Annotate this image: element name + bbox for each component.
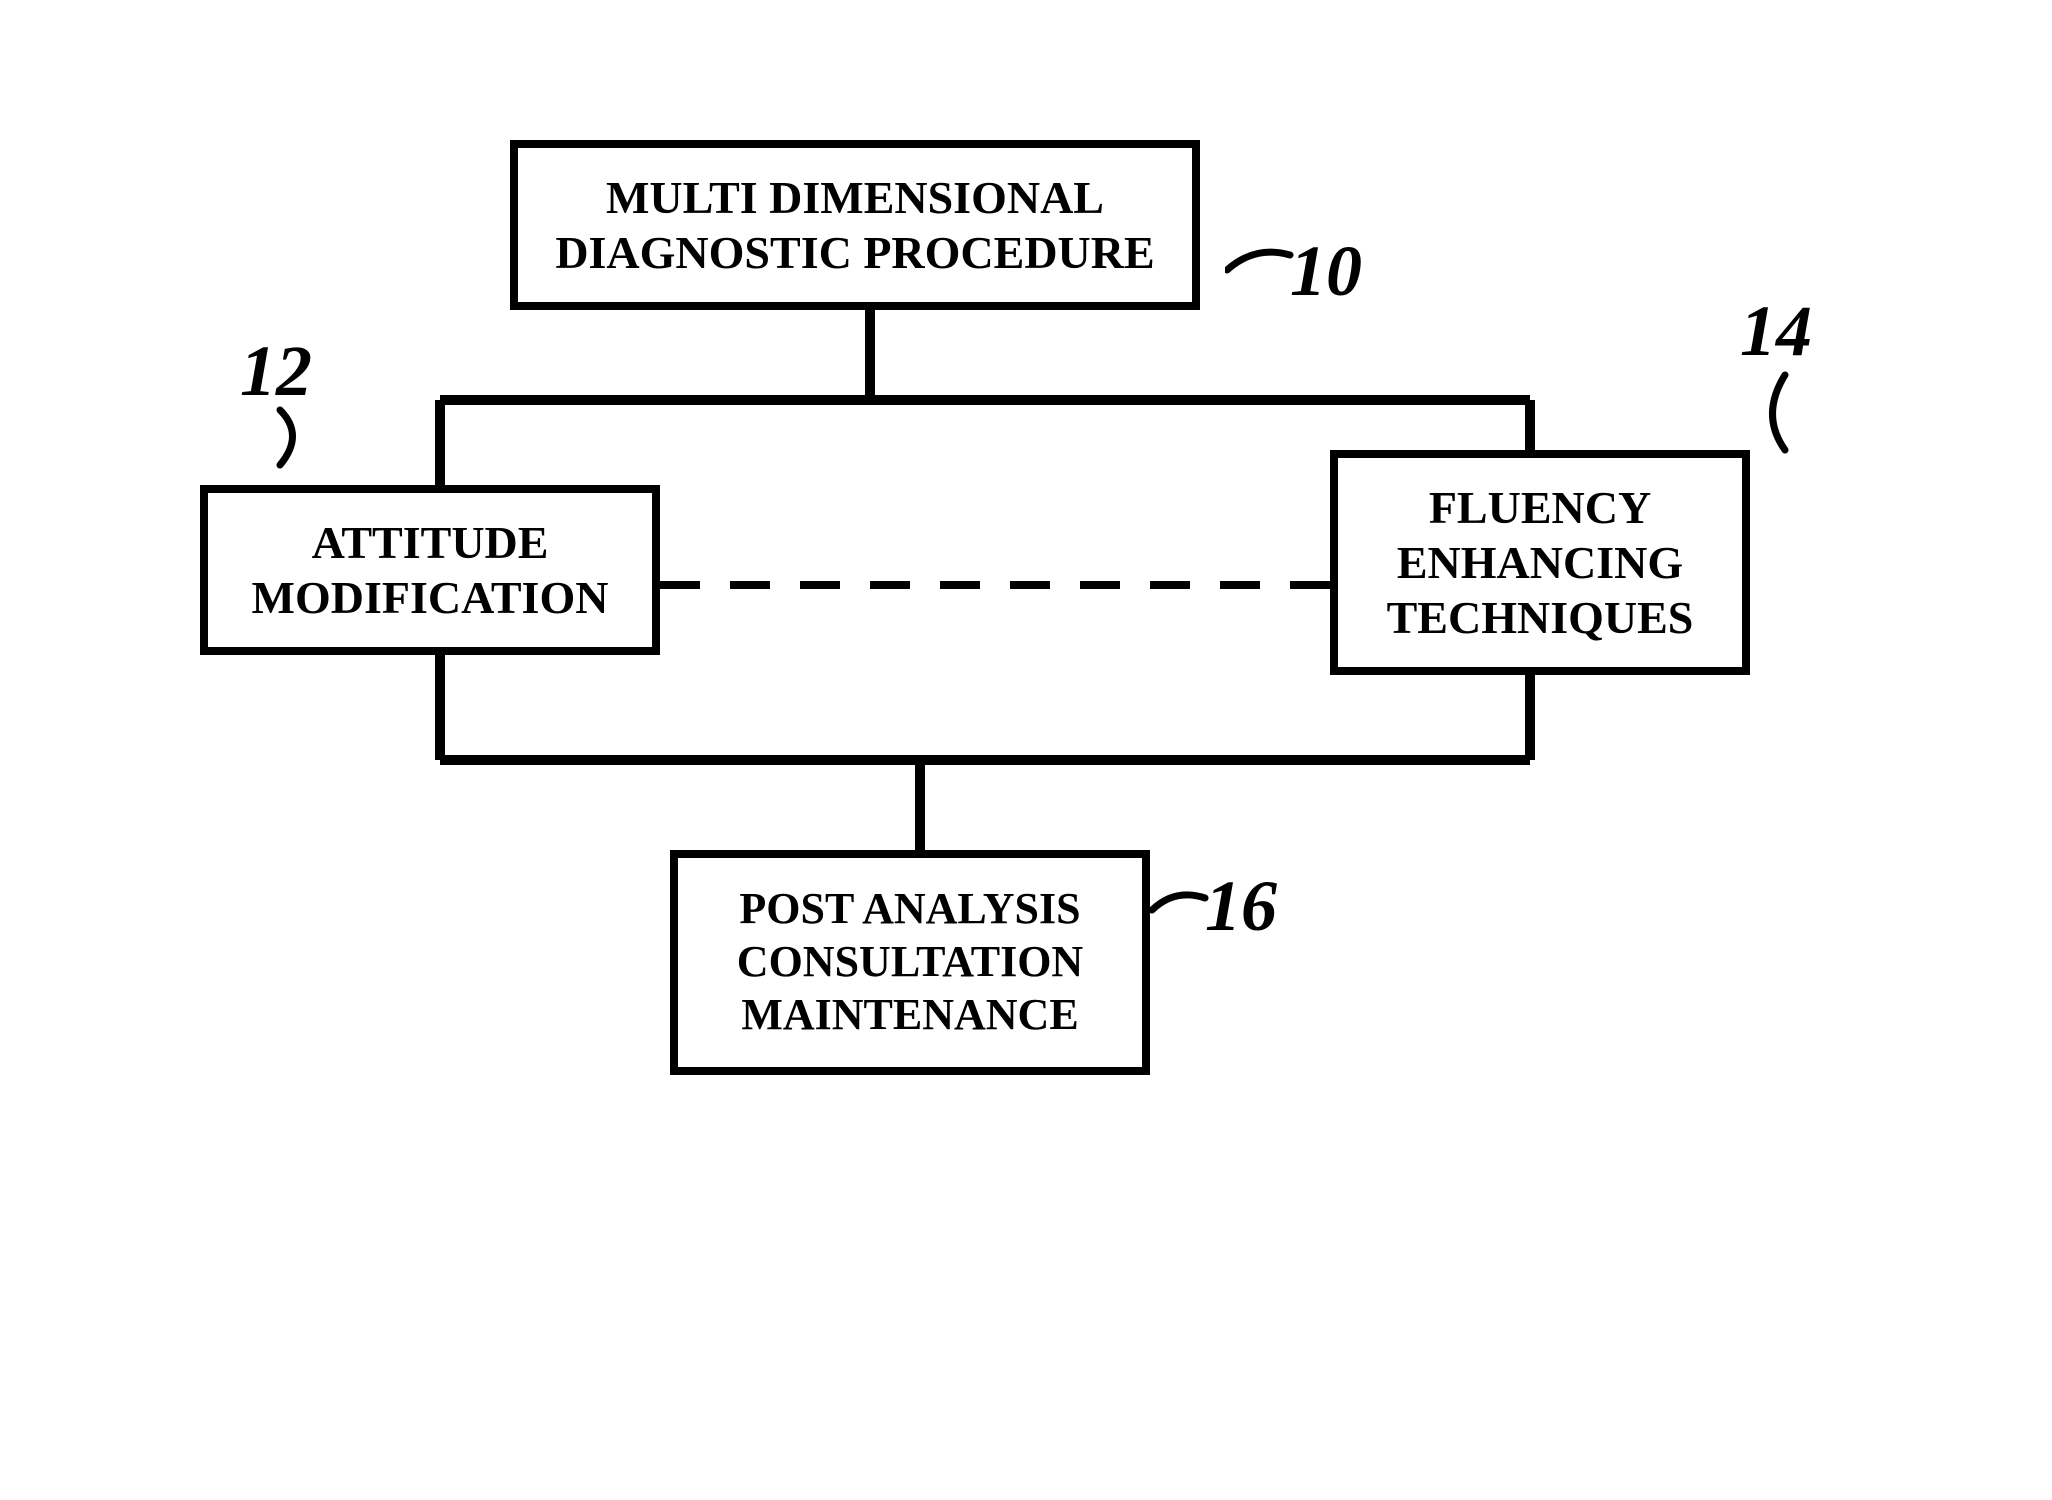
node-bottom-line1: POST ANALYSIS	[739, 883, 1080, 936]
edge-branches-to-bottom	[440, 655, 1530, 850]
flowchart-diagram: MULTI DIMENSIONAL DIAGNOSTIC PROCEDURE A…	[200, 140, 1850, 1090]
lead-mark-icon	[1150, 880, 1210, 925]
node-bottom-line2: CONSULTATION	[737, 936, 1083, 989]
annotation-16-text: 16	[1205, 866, 1277, 946]
node-right-line2: ENHANCING	[1397, 535, 1683, 590]
annotation-14: 14	[1740, 290, 1812, 373]
node-top: MULTI DIMENSIONAL DIAGNOSTIC PROCEDURE	[510, 140, 1200, 310]
annotation-16: 16	[1205, 865, 1277, 948]
node-top-line2: DIAGNOSTIC PROCEDURE	[555, 225, 1154, 280]
tail-mark-icon	[260, 405, 320, 475]
annotation-12-text: 12	[240, 331, 312, 411]
node-right-line1: FLUENCY	[1429, 480, 1651, 535]
annotation-12: 12	[240, 330, 312, 413]
lead-mark-icon	[1225, 240, 1295, 285]
annotation-14-text: 14	[1740, 291, 1812, 371]
node-bottom-line3: MAINTENANCE	[741, 989, 1078, 1042]
annotation-10-text: 10	[1290, 231, 1362, 311]
tail-mark-icon	[1750, 370, 1810, 460]
node-right-line3: TECHNIQUES	[1387, 590, 1694, 645]
annotation-10: 10	[1290, 230, 1362, 313]
node-left-line1: ATTITUDE	[312, 515, 549, 570]
node-left: ATTITUDE MODIFICATION	[200, 485, 660, 655]
node-left-line2: MODIFICATION	[252, 570, 609, 625]
node-right: FLUENCY ENHANCING TECHNIQUES	[1330, 450, 1750, 675]
node-top-line1: MULTI DIMENSIONAL	[606, 170, 1104, 225]
node-bottom: POST ANALYSIS CONSULTATION MAINTENANCE	[670, 850, 1150, 1075]
